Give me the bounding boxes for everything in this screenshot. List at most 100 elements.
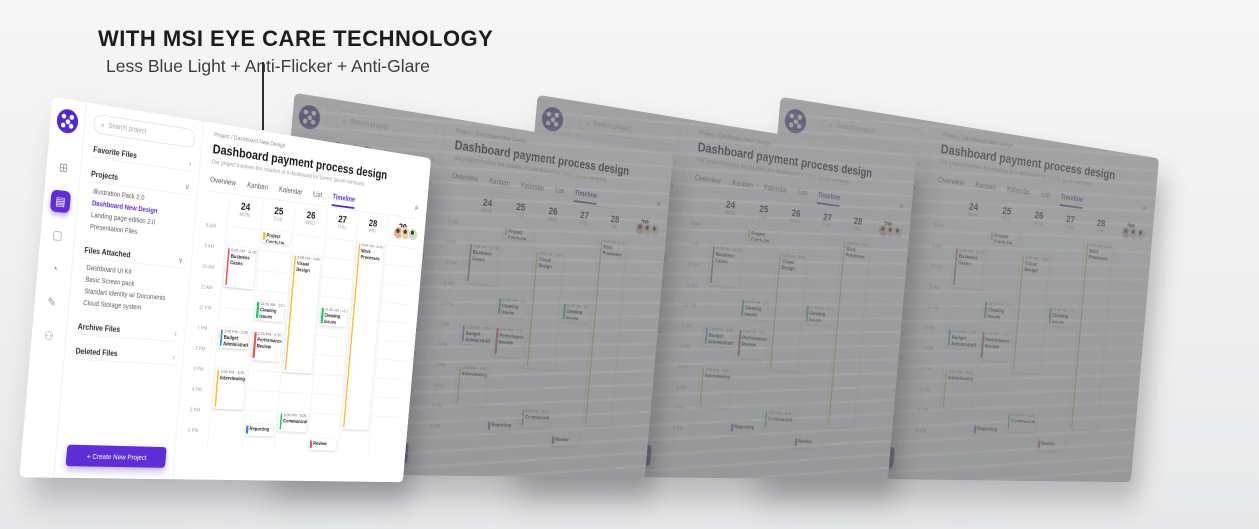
tab-list[interactable]: List bbox=[555, 186, 565, 195]
tab-overview[interactable]: Overview bbox=[210, 175, 236, 187]
tab-list[interactable]: List bbox=[798, 188, 808, 197]
projects-icon[interactable]: ▤ bbox=[50, 189, 71, 213]
event-card[interactable]: 11:30 AM - 12:30 PMClearing Issues bbox=[804, 304, 833, 326]
event-card[interactable]: Reporting bbox=[972, 424, 1002, 437]
search-input[interactable]: ⌕ Search project bbox=[93, 114, 196, 149]
team-avatars[interactable] bbox=[396, 226, 419, 242]
boards-icon[interactable]: ⊞ bbox=[53, 156, 74, 180]
tab-kanban[interactable]: Kanban bbox=[732, 179, 753, 190]
event-card[interactable]: 11:30 AM - 12:30 PMClearing Issues bbox=[319, 306, 348, 328]
event-card[interactable]: 1:00 PM - 2:30 PMPerformance Review bbox=[979, 330, 1010, 362]
timeline-search-icon[interactable]: ⌕ bbox=[656, 199, 661, 211]
search-input[interactable]: ⌕ Search project bbox=[335, 110, 438, 145]
tab-timeline[interactable]: Timeline bbox=[332, 193, 355, 204]
event-card[interactable]: 5:00 PM - 6:00 PMCommunication bbox=[278, 411, 307, 432]
sidebar-section: Projects∨Illustration Pack 2.0Dashboard … bbox=[84, 166, 192, 245]
tab-overview[interactable]: Overview bbox=[452, 171, 478, 183]
tab-list[interactable]: List bbox=[1041, 190, 1051, 199]
add-user-icon[interactable]: ⚇ bbox=[38, 324, 59, 347]
sidebar-section-header[interactable]: Favorite Files › bbox=[91, 142, 194, 172]
event-card[interactable]: 11:30 AM - 12:30 PMClearing Issues bbox=[1047, 306, 1076, 328]
event-title: Project Catch-Up bbox=[994, 233, 1018, 245]
time-icon[interactable]: ◔ bbox=[44, 257, 65, 281]
event-card[interactable]: 9:00 AM - 11:00 AMBusiness Cases bbox=[223, 246, 256, 289]
event-card[interactable]: Reporting bbox=[729, 422, 759, 435]
team-avatars[interactable] bbox=[881, 224, 904, 240]
app-logo-icon[interactable] bbox=[56, 108, 79, 135]
event-card[interactable]: Review bbox=[1036, 438, 1064, 450]
event-card[interactable]: 1:00 PM - 2:00 PMBudget Administration bbox=[703, 325, 734, 347]
event-card[interactable]: 11:30 AM - 12:30 PMClearing Issues bbox=[561, 302, 590, 324]
event-card[interactable]: 9:00 AM - 11:00 AMBusiness Cases bbox=[951, 246, 984, 289]
sidebar-section-header[interactable]: Deleted Files › bbox=[73, 344, 177, 366]
notes-icon[interactable]: ✎ bbox=[41, 291, 62, 314]
tab-kanban[interactable]: Kanban bbox=[247, 181, 268, 192]
event-card[interactable]: 11:30 AM - 12:30 PMClearing Issues bbox=[983, 300, 1013, 322]
event-card[interactable]: 1:00 PM - 2:00 PMBudget Administration bbox=[460, 323, 491, 345]
create-new-project-button[interactable]: + Create New Project bbox=[66, 445, 167, 468]
event-card[interactable]: 3:00 PM - 5:00 PMInterviewing bbox=[213, 368, 246, 410]
event-card[interactable]: 11:30 AM - 12:30 PMClearing Issues bbox=[497, 296, 527, 318]
event-card[interactable]: Project Catch-Up bbox=[989, 230, 1018, 245]
tab-overview[interactable]: Overview bbox=[938, 175, 964, 187]
sidebar-section: Favorite Files› bbox=[91, 142, 194, 172]
timeline-search-icon[interactable]: ⌕ bbox=[414, 203, 419, 215]
event-card[interactable]: 3:00 PM - 5:00 PMInterviewing bbox=[455, 364, 488, 406]
tab-kalendar[interactable]: Kalendar bbox=[1007, 185, 1031, 196]
event-card[interactable]: 1:00 PM - 2:30 PMPerformance Review bbox=[493, 326, 524, 358]
tab-kalendar[interactable]: Kalendar bbox=[764, 183, 788, 194]
event-card[interactable]: 1:00 PM - 2:30 PMPerformance Review bbox=[736, 328, 767, 360]
event-card[interactable]: Review bbox=[308, 438, 336, 450]
event-title: Interviewing bbox=[948, 376, 972, 384]
tab-kalendar[interactable]: Kalendar bbox=[279, 185, 303, 196]
app-logo-icon[interactable] bbox=[541, 106, 564, 133]
tab-timeline[interactable]: Timeline bbox=[574, 189, 597, 200]
event-title: Work Processes bbox=[602, 245, 624, 259]
event-card[interactable]: 1:00 PM - 2:00 PMBudget Administration bbox=[946, 327, 977, 349]
event-card[interactable]: 1:00 PM - 2:00 PMBudget Administration bbox=[218, 327, 249, 349]
hour-label: 2 PM bbox=[679, 344, 701, 366]
event-card[interactable]: 11:30 AM - 12:30 PMClearing Issues bbox=[255, 300, 285, 322]
sidebar-section-header[interactable]: Archive Files › bbox=[75, 319, 179, 342]
team-avatars[interactable] bbox=[1124, 226, 1147, 242]
tab-timeline[interactable]: Timeline bbox=[817, 191, 840, 202]
event-card[interactable]: 5:00 PM - 6:00 PMCommunication bbox=[1006, 411, 1035, 432]
tab-kalendar[interactable]: Kalendar bbox=[521, 181, 545, 192]
app-logo-icon[interactable] bbox=[298, 104, 321, 131]
event-card[interactable]: Reporting bbox=[244, 424, 274, 437]
documents-icon[interactable]: ▢ bbox=[47, 223, 68, 247]
event-card[interactable]: 1:00 PM - 2:30 PMPerformance Review bbox=[251, 330, 282, 362]
main-content: Project / Dashboard New Design Dashboard… bbox=[901, 121, 1159, 482]
event-card[interactable]: 9:00 AM - 11:00 AMBusiness Cases bbox=[708, 244, 741, 287]
timeline-search-icon[interactable]: ⌕ bbox=[1142, 203, 1147, 215]
event-card[interactable]: Project Catch-Up bbox=[261, 230, 290, 245]
tab-kanban[interactable]: Kanban bbox=[489, 177, 510, 188]
tab-list[interactable]: List bbox=[313, 190, 323, 199]
event-title: Visual Design bbox=[538, 257, 561, 272]
event-color-bar bbox=[748, 230, 751, 239]
sidebar-section-items: Dashboard UI KitBasic Screen packStandar… bbox=[77, 258, 184, 318]
search-placeholder: Search project bbox=[108, 122, 146, 135]
event-card[interactable]: 3:00 PM - 5:00 PMInterviewing bbox=[941, 368, 974, 410]
event-card[interactable]: Reporting bbox=[486, 420, 516, 433]
app-logo-icon[interactable] bbox=[784, 108, 807, 135]
event-card[interactable]: 5:00 PM - 6:00 PMCommunication bbox=[520, 407, 549, 428]
event-card[interactable]: Review bbox=[550, 434, 578, 446]
day-header: 26 WED bbox=[1022, 207, 1055, 238]
hour-label: 4 PM bbox=[675, 385, 697, 406]
event-card[interactable]: Review bbox=[793, 436, 821, 448]
team-avatars[interactable] bbox=[638, 222, 661, 238]
tab-timeline[interactable]: Timeline bbox=[1060, 193, 1083, 204]
event-title: Budget Administration bbox=[465, 331, 489, 345]
event-color-bar bbox=[521, 409, 524, 425]
event-card[interactable]: 11:30 AM - 12:30 PMClearing Issues bbox=[740, 298, 770, 320]
event-card[interactable]: 5:00 PM - 6:00 PMCommunication bbox=[763, 409, 792, 430]
tab-overview[interactable]: Overview bbox=[695, 173, 721, 185]
event-title: Budget Administration bbox=[708, 333, 732, 347]
timeline-search-icon[interactable]: ⌕ bbox=[899, 201, 904, 213]
event-card[interactable]: 9:00 AM - 11:00 AMBusiness Cases bbox=[465, 242, 498, 285]
event-card[interactable]: Project Catch-Up bbox=[503, 226, 532, 241]
event-card[interactable]: 3:00 PM - 5:00 PMInterviewing bbox=[698, 366, 731, 408]
tab-kanban[interactable]: Kanban bbox=[975, 181, 996, 192]
event-card[interactable]: Project Catch-Up bbox=[746, 228, 775, 243]
